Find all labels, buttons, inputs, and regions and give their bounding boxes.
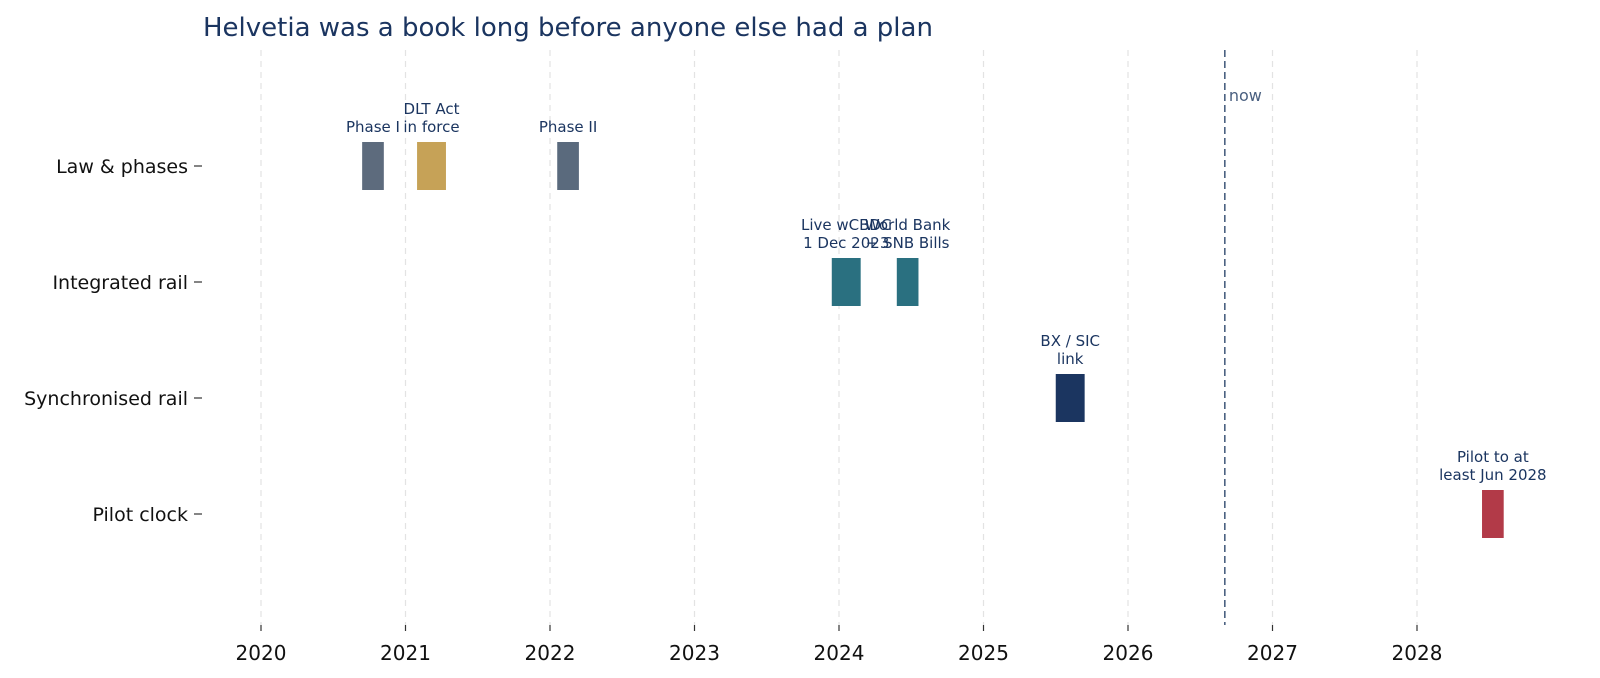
event-label: DLT Act bbox=[404, 100, 460, 118]
event-bar bbox=[557, 142, 579, 190]
event-label: 1 Dec 2023 bbox=[803, 234, 889, 252]
event-label: least Jun 2028 bbox=[1439, 466, 1546, 484]
x-tick-label: 2025 bbox=[958, 641, 1009, 665]
row-label: Synchronised rail bbox=[24, 388, 188, 410]
x-tick-label: 2026 bbox=[1103, 641, 1154, 665]
x-tick-labels: 2020 2021 2022 2023 2024 2025 2026 2027 2028 bbox=[236, 625, 1443, 665]
chart-title: Helvetia was a book long before anyone e… bbox=[203, 13, 933, 43]
event-bar bbox=[896, 258, 919, 306]
row-label: Pilot clock bbox=[92, 504, 188, 526]
x-tick-label: 2020 bbox=[236, 641, 287, 665]
x-tick-label: 2021 bbox=[380, 641, 431, 665]
x-tick-label: 2027 bbox=[1247, 641, 1298, 665]
x-tick-label: 2024 bbox=[814, 641, 865, 665]
event-bar bbox=[1055, 374, 1085, 422]
event-label: + SNB Bills bbox=[866, 234, 950, 252]
row-label: Integrated rail bbox=[52, 272, 188, 294]
event-label: link bbox=[1057, 350, 1084, 368]
event-label: Pilot to at bbox=[1457, 448, 1529, 466]
event-bar bbox=[1482, 490, 1504, 538]
event-label: Phase II bbox=[539, 118, 597, 136]
event-label: in force bbox=[403, 118, 459, 136]
event-label: Phase I bbox=[346, 118, 400, 136]
now-marker: now bbox=[1224, 50, 1262, 625]
event-label: Live wCBDC bbox=[801, 216, 891, 234]
event-label: World Bank bbox=[865, 216, 951, 234]
event-bar bbox=[831, 258, 861, 306]
now-label: now bbox=[1229, 86, 1262, 105]
row-labels: Law & phases Integrated rail Synchronised … bbox=[24, 156, 202, 526]
x-tick-label: 2022 bbox=[525, 641, 576, 665]
event-bar bbox=[362, 142, 384, 190]
x-tick-label: 2028 bbox=[1392, 641, 1443, 665]
row-label: Law & phases bbox=[56, 156, 188, 178]
x-tick-label: 2023 bbox=[669, 641, 720, 665]
grid-lines bbox=[260, 50, 1418, 625]
event-bar bbox=[417, 142, 446, 190]
event-label: BX / SIC bbox=[1040, 332, 1100, 350]
